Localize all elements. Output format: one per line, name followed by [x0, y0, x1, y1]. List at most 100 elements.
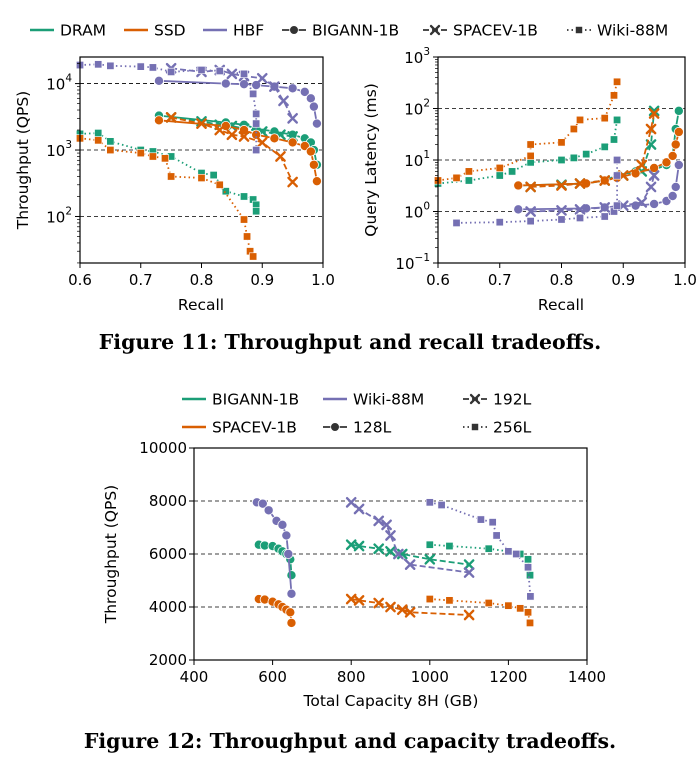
data-point — [648, 170, 660, 181]
data-point — [396, 604, 408, 615]
plot-a-grid — [80, 83, 323, 217]
x-tick-label: 400 — [180, 668, 209, 686]
data-point — [636, 197, 648, 208]
data-point — [240, 69, 249, 78]
series-line — [170, 67, 294, 119]
data-point — [136, 149, 145, 158]
plot-b-xlabel: Recall — [538, 296, 584, 314]
data-point — [251, 129, 262, 140]
data-point — [576, 115, 585, 124]
y-tick-label: 2000 — [149, 651, 187, 669]
plot-c-grid — [194, 500, 587, 608]
data-point — [220, 78, 231, 89]
data-point — [299, 86, 310, 97]
data-point — [373, 515, 385, 527]
x-tick-label: 0.6 — [426, 271, 450, 289]
legend-label: SPACEV-1B — [453, 22, 538, 40]
data-point — [197, 173, 206, 182]
data-point — [613, 171, 622, 180]
y-tick-label: 102 — [404, 98, 430, 119]
data-point — [286, 617, 297, 628]
data-point — [613, 201, 622, 210]
series-hbf-wiki-88m — [452, 156, 622, 227]
data-point — [464, 176, 473, 185]
legend-item-bigann-1b: BIGANN-1B — [182, 391, 299, 409]
x-tick-label: 0.6 — [68, 271, 92, 289]
data-point — [508, 167, 517, 176]
series-line — [170, 116, 293, 138]
data-point — [263, 505, 274, 516]
data-point — [153, 115, 164, 126]
legend-marker — [471, 423, 479, 431]
data-point — [287, 176, 298, 188]
data-point — [495, 218, 504, 227]
data-point — [670, 181, 681, 192]
data-point — [425, 540, 434, 549]
data-point — [153, 75, 164, 86]
series-ssd-bigann-1b — [153, 115, 322, 187]
data-point — [286, 588, 297, 599]
series-dram-bigann-1b — [513, 105, 684, 191]
series-spacev-1b-256l — [425, 595, 534, 627]
series-spacev-1b-192l — [345, 593, 475, 621]
series-ssd-wiki-88m — [76, 134, 258, 261]
series-line — [429, 543, 531, 576]
data-point — [667, 190, 678, 201]
y-tick-label: 6000 — [149, 545, 187, 563]
data-point — [308, 159, 319, 170]
data-point — [238, 131, 250, 142]
legend-marker — [429, 24, 441, 36]
legend-label: SPACEV-1B — [212, 419, 297, 437]
series-spacev-1b-128l — [253, 594, 297, 628]
data-point — [425, 498, 434, 507]
data-point — [445, 596, 454, 605]
data-point — [239, 125, 250, 136]
data-point — [648, 108, 660, 119]
legend-label: 192L — [493, 391, 532, 409]
series-hbf-bigann-1b — [153, 75, 322, 129]
data-point — [574, 178, 586, 189]
data-point — [308, 101, 319, 112]
data-point — [167, 172, 176, 181]
data-point — [148, 152, 157, 161]
plot-a-ylabel: Throughput (QPS) — [14, 91, 32, 230]
data-point — [673, 159, 684, 170]
data-point — [165, 112, 177, 123]
series-dram-wiki-88m — [76, 129, 261, 216]
data-point — [373, 597, 385, 609]
data-point — [220, 120, 231, 131]
data-point — [464, 167, 473, 176]
data-point — [240, 192, 249, 201]
data-point — [569, 153, 578, 162]
data-point — [484, 544, 493, 553]
data-point — [287, 112, 298, 124]
fig11-legend: DRAM SSD HBF BIGANN-1B SPACEV-1B Wiki-88M — [30, 22, 668, 40]
data-point — [393, 548, 404, 560]
plot-b-series — [434, 77, 684, 227]
plot-b-ticks: 0.6 0.7 0.8 0.9 1.0 10−1 100 101 102 103 — [395, 46, 697, 289]
data-point — [278, 95, 289, 107]
y-tick-label: 10−1 — [395, 252, 430, 273]
data-point — [524, 608, 533, 617]
data-point — [404, 606, 416, 618]
data-point — [353, 595, 365, 606]
data-point — [226, 129, 238, 141]
data-point — [385, 601, 396, 613]
data-point — [582, 150, 591, 159]
data-point — [256, 72, 268, 84]
series-line — [158, 119, 318, 182]
x-tick-label: 1200 — [489, 668, 527, 686]
data-point — [249, 89, 258, 98]
x-tick-label: 1400 — [568, 668, 606, 686]
data-point — [574, 204, 586, 215]
data-point — [673, 126, 684, 137]
data-point — [277, 519, 288, 530]
y-tick-label: 8000 — [149, 492, 187, 510]
data-point — [525, 181, 536, 193]
data-point — [249, 252, 258, 261]
data-point — [373, 543, 385, 555]
data-point — [463, 559, 475, 570]
legend-marker — [289, 25, 299, 35]
data-point — [484, 599, 493, 608]
data-point — [287, 83, 298, 94]
